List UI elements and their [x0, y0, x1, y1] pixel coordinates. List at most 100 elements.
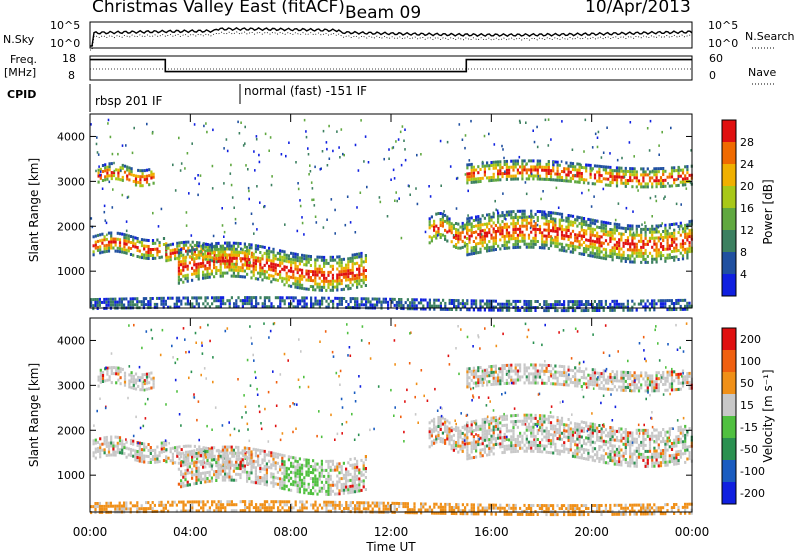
power-cell — [123, 170, 127, 174]
power-cell — [510, 216, 513, 220]
power-cell — [642, 170, 645, 174]
power-cell — [534, 236, 537, 240]
power-cell — [458, 123, 461, 126]
power-cell — [237, 120, 239, 124]
power-cell — [646, 254, 649, 258]
power-cell — [413, 298, 416, 302]
velocity-cell — [298, 469, 301, 473]
power-cell — [226, 241, 229, 245]
power-cell — [272, 247, 275, 251]
power-cell — [261, 266, 264, 270]
velocity-cell — [206, 462, 209, 465]
power-cell — [607, 165, 610, 169]
power-cell — [651, 215, 653, 218]
power-cell — [338, 279, 341, 283]
power-cell — [338, 264, 341, 268]
power-cell — [404, 128, 406, 131]
power-cell — [263, 275, 266, 279]
power-cell — [514, 162, 517, 166]
velocity-cell — [134, 387, 138, 391]
power-cell — [545, 216, 548, 220]
power-cell — [615, 178, 619, 182]
velocity-cell — [182, 456, 185, 460]
power-cell — [611, 258, 614, 262]
power-cell — [617, 202, 620, 205]
velocity-cell — [239, 467, 242, 471]
power-cell — [338, 299, 341, 303]
power-cell — [391, 300, 394, 304]
velocity-cell — [349, 472, 352, 476]
velocity-cell — [530, 440, 533, 444]
power-cell — [494, 239, 497, 242]
power-cell — [481, 176, 484, 180]
velocity-cell — [268, 459, 271, 463]
power-cell — [204, 305, 207, 309]
power-cell — [430, 236, 433, 240]
power-cell — [243, 263, 246, 267]
power-cell — [492, 160, 495, 164]
power-cell — [488, 240, 491, 244]
power-cell — [530, 174, 533, 178]
velocity-cell — [521, 434, 524, 438]
velocity-cell — [342, 476, 345, 480]
power-cell — [581, 191, 583, 195]
power-cell — [463, 226, 466, 230]
power-cell — [609, 308, 612, 312]
velocity-cell — [276, 461, 279, 465]
velocity-cell — [176, 448, 179, 452]
power-cell — [664, 169, 667, 173]
velocity-cell — [162, 459, 166, 462]
power-cell — [213, 260, 216, 264]
velocity-cell — [180, 461, 183, 465]
power-cell — [223, 182, 225, 185]
velocity-cell — [99, 380, 102, 384]
velocity-cell — [323, 483, 326, 487]
velocity-cell — [119, 376, 122, 380]
power-cell — [160, 296, 163, 300]
velocity-cell — [303, 485, 306, 489]
power-cell — [591, 233, 594, 237]
power-cell — [263, 269, 266, 273]
power-cell — [569, 250, 572, 254]
power-cell — [622, 244, 625, 248]
power-cell — [578, 300, 581, 304]
power-cell — [422, 298, 425, 302]
velocity-cell — [483, 438, 486, 442]
velocity-cell — [110, 381, 113, 385]
velocity-cell — [329, 474, 332, 478]
velocity-cell — [347, 470, 350, 474]
power-cell — [441, 215, 444, 219]
power-cell — [514, 174, 517, 178]
power-cell — [598, 241, 601, 244]
power-cell — [105, 243, 108, 247]
velocity-cell — [259, 464, 262, 467]
power-cell — [126, 196, 129, 199]
velocity-cell — [248, 456, 251, 460]
power-cell — [488, 164, 491, 168]
power-cell — [101, 170, 105, 173]
power-cell — [668, 244, 671, 248]
power-cell — [596, 240, 599, 244]
velocity-cell — [351, 481, 354, 485]
power-cell — [633, 173, 636, 177]
power-cell — [475, 218, 478, 222]
power-cell — [269, 136, 272, 139]
velocity-cell — [196, 457, 199, 461]
velocity-cell — [132, 377, 135, 381]
power-cell — [620, 259, 623, 263]
power-cell — [631, 308, 634, 312]
velocity-cell — [195, 451, 198, 455]
power-cell — [200, 253, 203, 257]
power-cell — [655, 251, 658, 255]
power-cell — [466, 220, 469, 224]
velocity-cell — [468, 456, 471, 460]
power-cell — [303, 254, 306, 258]
velocity-cell — [248, 477, 251, 481]
velocity-cell — [439, 428, 442, 431]
power-cell — [615, 228, 619, 232]
power-cell — [323, 273, 326, 277]
power-cell — [525, 218, 528, 222]
power-cell — [384, 297, 387, 301]
velocity-cell — [158, 454, 161, 458]
power-cell — [470, 299, 473, 303]
